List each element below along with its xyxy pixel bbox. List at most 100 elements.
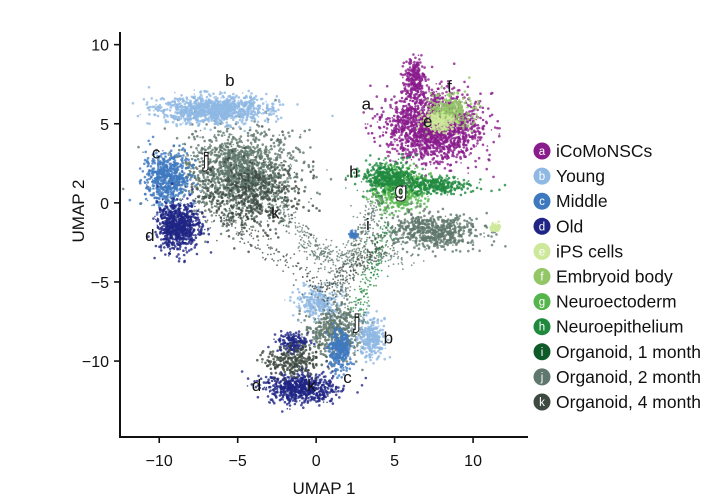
- point: [154, 230, 157, 234]
- point: [203, 170, 207, 173]
- point: [177, 207, 180, 210]
- point: [189, 201, 193, 205]
- point: [217, 133, 220, 137]
- point: [182, 154, 185, 157]
- point: [236, 203, 239, 206]
- point: [223, 103, 227, 107]
- point: [241, 170, 244, 174]
- point: [167, 152, 169, 155]
- point: [215, 205, 218, 208]
- point: [213, 126, 217, 129]
- point: [237, 176, 241, 179]
- point: [237, 104, 240, 107]
- point: [270, 165, 274, 169]
- point: [235, 181, 239, 185]
- point: [165, 186, 168, 189]
- point: [177, 260, 181, 263]
- point: [244, 214, 247, 217]
- point: [215, 100, 219, 103]
- point: [245, 198, 248, 201]
- point: [181, 156, 184, 160]
- point: [194, 236, 198, 240]
- point: [264, 163, 268, 167]
- point: [302, 205, 305, 209]
- point: [183, 117, 186, 121]
- point: [250, 119, 254, 122]
- point: [298, 135, 302, 139]
- point: [172, 193, 175, 195]
- point: [186, 197, 189, 200]
- point: [206, 189, 210, 192]
- point: [227, 148, 231, 152]
- point: [172, 217, 175, 221]
- point: [308, 201, 310, 203]
- point: [496, 119, 500, 123]
- point: [261, 202, 264, 204]
- point: [162, 149, 164, 152]
- point: [225, 157, 228, 161]
- point: [240, 224, 243, 227]
- point: [185, 251, 189, 254]
- point: [213, 153, 217, 157]
- point: [227, 124, 230, 127]
- point: [155, 233, 158, 236]
- point: [144, 150, 147, 154]
- point: [277, 108, 280, 112]
- point: [274, 232, 278, 235]
- point: [280, 151, 283, 154]
- point: [185, 157, 189, 161]
- point: [224, 175, 226, 178]
- point: [176, 212, 180, 216]
- point: [311, 204, 315, 207]
- point: [240, 180, 243, 182]
- point: [163, 208, 165, 210]
- point: [168, 211, 172, 214]
- point: [235, 171, 237, 174]
- point: [220, 146, 224, 149]
- point: [219, 130, 222, 133]
- point: [278, 181, 281, 184]
- point: [255, 145, 259, 149]
- point: [253, 207, 256, 211]
- point: [236, 164, 238, 166]
- point: [260, 209, 264, 213]
- point: [298, 150, 302, 154]
- point: [205, 123, 208, 126]
- point: [256, 104, 260, 108]
- point: [148, 189, 151, 193]
- point: [239, 135, 243, 138]
- point: [229, 198, 233, 202]
- point: [160, 209, 163, 211]
- point: [186, 211, 189, 215]
- point: [235, 120, 238, 124]
- point: [272, 102, 275, 106]
- point: [246, 146, 248, 149]
- point: [186, 242, 190, 245]
- point: [200, 97, 204, 100]
- point: [146, 165, 149, 168]
- point: [214, 190, 217, 194]
- point: [443, 167, 447, 170]
- point: [224, 125, 228, 128]
- point: [162, 97, 166, 101]
- point: [190, 175, 194, 178]
- point: [171, 203, 174, 206]
- point: [197, 195, 200, 199]
- point: [255, 221, 259, 224]
- point: [272, 112, 276, 115]
- point: [297, 199, 301, 202]
- point: [175, 136, 179, 140]
- point: [273, 163, 276, 167]
- point: [228, 154, 232, 158]
- point: [245, 159, 248, 162]
- point: [241, 185, 245, 189]
- point: [196, 114, 199, 118]
- point: [315, 175, 318, 179]
- point: [160, 161, 163, 165]
- point: [177, 162, 180, 165]
- point: [266, 117, 269, 120]
- point: [182, 122, 184, 124]
- point: [186, 230, 188, 233]
- point: [242, 159, 246, 163]
- point: [279, 147, 282, 150]
